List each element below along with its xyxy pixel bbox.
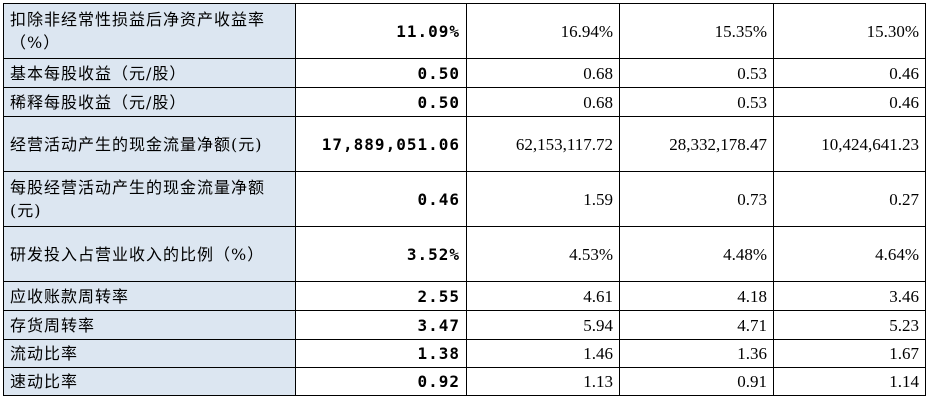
- prior-year-3-value: 1.67: [773, 339, 926, 368]
- table-row: 存货周转率 3.47 5.94 4.71 5.23: [3, 310, 926, 340]
- row-label: 应收账款周转率: [3, 281, 296, 311]
- table-row: 研发投入占营业收入的比例（%） 3.52% 4.53% 4.48% 4.64%: [3, 226, 926, 282]
- prior-year-1-value: 0.68: [466, 58, 620, 88]
- financial-indicators-table: 扣除非经常性损益后净资产收益率（%） 11.09% 16.94% 15.35% …: [3, 3, 926, 396]
- prior-year-1-value: 4.53%: [466, 226, 620, 282]
- prior-year-2-value: 4.18: [619, 281, 774, 311]
- prior-year-2-value: 0.73: [619, 171, 774, 227]
- table-row: 经营活动产生的现金流量净额(元) 17,889,051.06 62,153,11…: [3, 116, 926, 172]
- current-period-value: 11.09%: [295, 3, 467, 59]
- prior-year-1-value: 62,153,117.72: [466, 116, 620, 172]
- current-period-value: 17,889,051.06: [295, 116, 467, 172]
- prior-year-2-value: 1.36: [619, 339, 774, 368]
- row-label: 研发投入占营业收入的比例（%）: [3, 226, 296, 282]
- row-label: 扣除非经常性损益后净资产收益率（%）: [3, 3, 296, 59]
- prior-year-1-value: 4.61: [466, 281, 620, 311]
- row-label: 流动比率: [3, 339, 296, 368]
- prior-year-1-value: 1.13: [466, 367, 620, 396]
- prior-year-3-value: 3.46: [773, 281, 926, 311]
- prior-year-1-value: 1.59: [466, 171, 620, 227]
- prior-year-3-value: 5.23: [773, 310, 926, 340]
- prior-year-3-value: 0.27: [773, 171, 926, 227]
- prior-year-3-value: 10,424,641.23: [773, 116, 926, 172]
- table-row: 每股经营活动产生的现金流量净额(元) 0.46 1.59 0.73 0.27: [3, 171, 926, 227]
- prior-year-3-value: 0.46: [773, 58, 926, 88]
- prior-year-1-value: 0.68: [466, 87, 620, 117]
- current-period-value: 0.50: [295, 58, 467, 88]
- table-row: 速动比率 0.92 1.13 0.91 1.14: [3, 367, 926, 396]
- table-row: 扣除非经常性损益后净资产收益率（%） 11.09% 16.94% 15.35% …: [3, 3, 926, 59]
- current-period-value: 2.55: [295, 281, 467, 311]
- prior-year-2-value: 4.71: [619, 310, 774, 340]
- prior-year-2-value: 15.35%: [619, 3, 774, 59]
- prior-year-2-value: 4.48%: [619, 226, 774, 282]
- prior-year-2-value: 0.91: [619, 367, 774, 396]
- prior-year-2-value: 0.53: [619, 87, 774, 117]
- prior-year-1-value: 5.94: [466, 310, 620, 340]
- current-period-value: 0.50: [295, 87, 467, 117]
- table-row: 流动比率 1.38 1.46 1.36 1.67: [3, 339, 926, 368]
- table-row: 稀释每股收益（元/股） 0.50 0.68 0.53 0.46: [3, 87, 926, 117]
- row-label: 稀释每股收益（元/股）: [3, 87, 296, 117]
- prior-year-3-value: 4.64%: [773, 226, 926, 282]
- prior-year-3-value: 15.30%: [773, 3, 926, 59]
- current-period-value: 3.47: [295, 310, 467, 340]
- prior-year-3-value: 1.14: [773, 367, 926, 396]
- table-row: 应收账款周转率 2.55 4.61 4.18 3.46: [3, 281, 926, 311]
- prior-year-2-value: 28,332,178.47: [619, 116, 774, 172]
- table-row: 基本每股收益（元/股） 0.50 0.68 0.53 0.46: [3, 58, 926, 88]
- current-period-value: 0.46: [295, 171, 467, 227]
- current-period-value: 0.92: [295, 367, 467, 396]
- prior-year-2-value: 0.53: [619, 58, 774, 88]
- row-label: 经营活动产生的现金流量净额(元): [3, 116, 296, 172]
- row-label: 每股经营活动产生的现金流量净额(元): [3, 171, 296, 227]
- current-period-value: 3.52%: [295, 226, 467, 282]
- current-period-value: 1.38: [295, 339, 467, 368]
- row-label: 基本每股收益（元/股）: [3, 58, 296, 88]
- prior-year-1-value: 16.94%: [466, 3, 620, 59]
- prior-year-3-value: 0.46: [773, 87, 926, 117]
- row-label: 速动比率: [3, 367, 296, 396]
- row-label: 存货周转率: [3, 310, 296, 340]
- prior-year-1-value: 1.46: [466, 339, 620, 368]
